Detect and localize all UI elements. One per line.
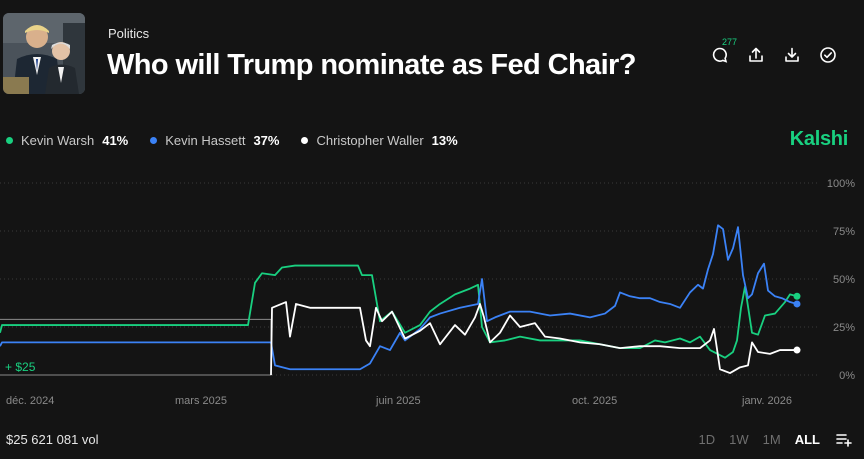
range-all[interactable]: ALL	[794, 432, 820, 447]
comments-button[interactable]: 277	[702, 37, 738, 70]
series-end-dot	[793, 292, 801, 300]
download-icon	[785, 47, 799, 62]
legend-dot	[150, 137, 158, 144]
legend-pct: 13%	[431, 133, 458, 148]
x-tick-label: déc. 2024	[6, 395, 54, 407]
range-selector: 1D 1W 1M ALL	[685, 432, 852, 447]
download-button[interactable]	[774, 40, 810, 70]
legend-pct: 41%	[102, 133, 129, 148]
legend-pct: 37%	[253, 133, 280, 148]
y-tick-label: 75%	[833, 226, 855, 238]
price-chart[interactable]: 100% 75% 50% 25% 0% déc. 2024 mars 2025 juin 20…	[0, 170, 864, 415]
x-tick-label: mars 2025	[175, 395, 227, 407]
range-1m[interactable]: 1M	[762, 432, 781, 447]
page-title: Who will Trump nominate as Fed Chair?	[107, 49, 636, 81]
share-button[interactable]	[738, 40, 774, 70]
kalshi-logo[interactable]: Kalshi	[789, 128, 849, 150]
legend-dot	[6, 137, 13, 144]
x-tick-label: oct. 2025	[572, 395, 617, 407]
market-category[interactable]: Politics	[108, 26, 150, 41]
playlist-add-icon	[836, 433, 852, 447]
add-to-list-button[interactable]	[836, 433, 852, 447]
legend-dot	[301, 137, 309, 144]
series-line-kevin-warsh[interactable]	[0, 264, 798, 359]
x-tick-label: janv. 2026	[741, 395, 792, 407]
range-1w[interactable]: 1W	[729, 432, 749, 447]
comment-icon	[712, 47, 728, 63]
legend-item-waller[interactable]: Christopher Waller 13%	[301, 133, 458, 148]
series-line-christopher-waller[interactable]	[270, 301, 797, 376]
series-line-kevin-hassett[interactable]	[0, 224, 798, 371]
y-tick-label: 50%	[833, 274, 855, 286]
share-icon	[749, 47, 763, 62]
y-tick-label: 100%	[827, 178, 855, 190]
annotation-frame	[0, 318, 272, 376]
check-circle-icon	[820, 47, 836, 63]
y-tick-label: 0%	[839, 370, 855, 382]
legend-name: Kevin Warsh	[21, 133, 95, 148]
legend-name: Kevin Hassett	[165, 133, 246, 148]
market-thumbnail	[3, 13, 85, 94]
volume-label: $25 621 081 vol	[6, 432, 99, 447]
chart-annotation: + $25	[5, 360, 36, 374]
legend-item-hassett[interactable]: Kevin Hassett 37%	[150, 133, 279, 148]
x-tick-label: juin 2025	[375, 395, 421, 407]
follow-button[interactable]	[810, 40, 846, 70]
range-1d[interactable]: 1D	[698, 432, 716, 447]
series-end-dot	[793, 300, 801, 308]
comment-count: 277	[722, 37, 738, 47]
y-tick-label: 25%	[833, 322, 855, 334]
legend-item-warsh[interactable]: Kevin Warsh 41%	[6, 133, 128, 148]
header-actions: 277	[702, 37, 846, 70]
series-end-dot	[793, 346, 801, 354]
legend-name: Christopher Waller	[316, 133, 424, 148]
chart-legend: Kevin Warsh 41% Kevin Hassett 37% Christ…	[6, 133, 480, 148]
